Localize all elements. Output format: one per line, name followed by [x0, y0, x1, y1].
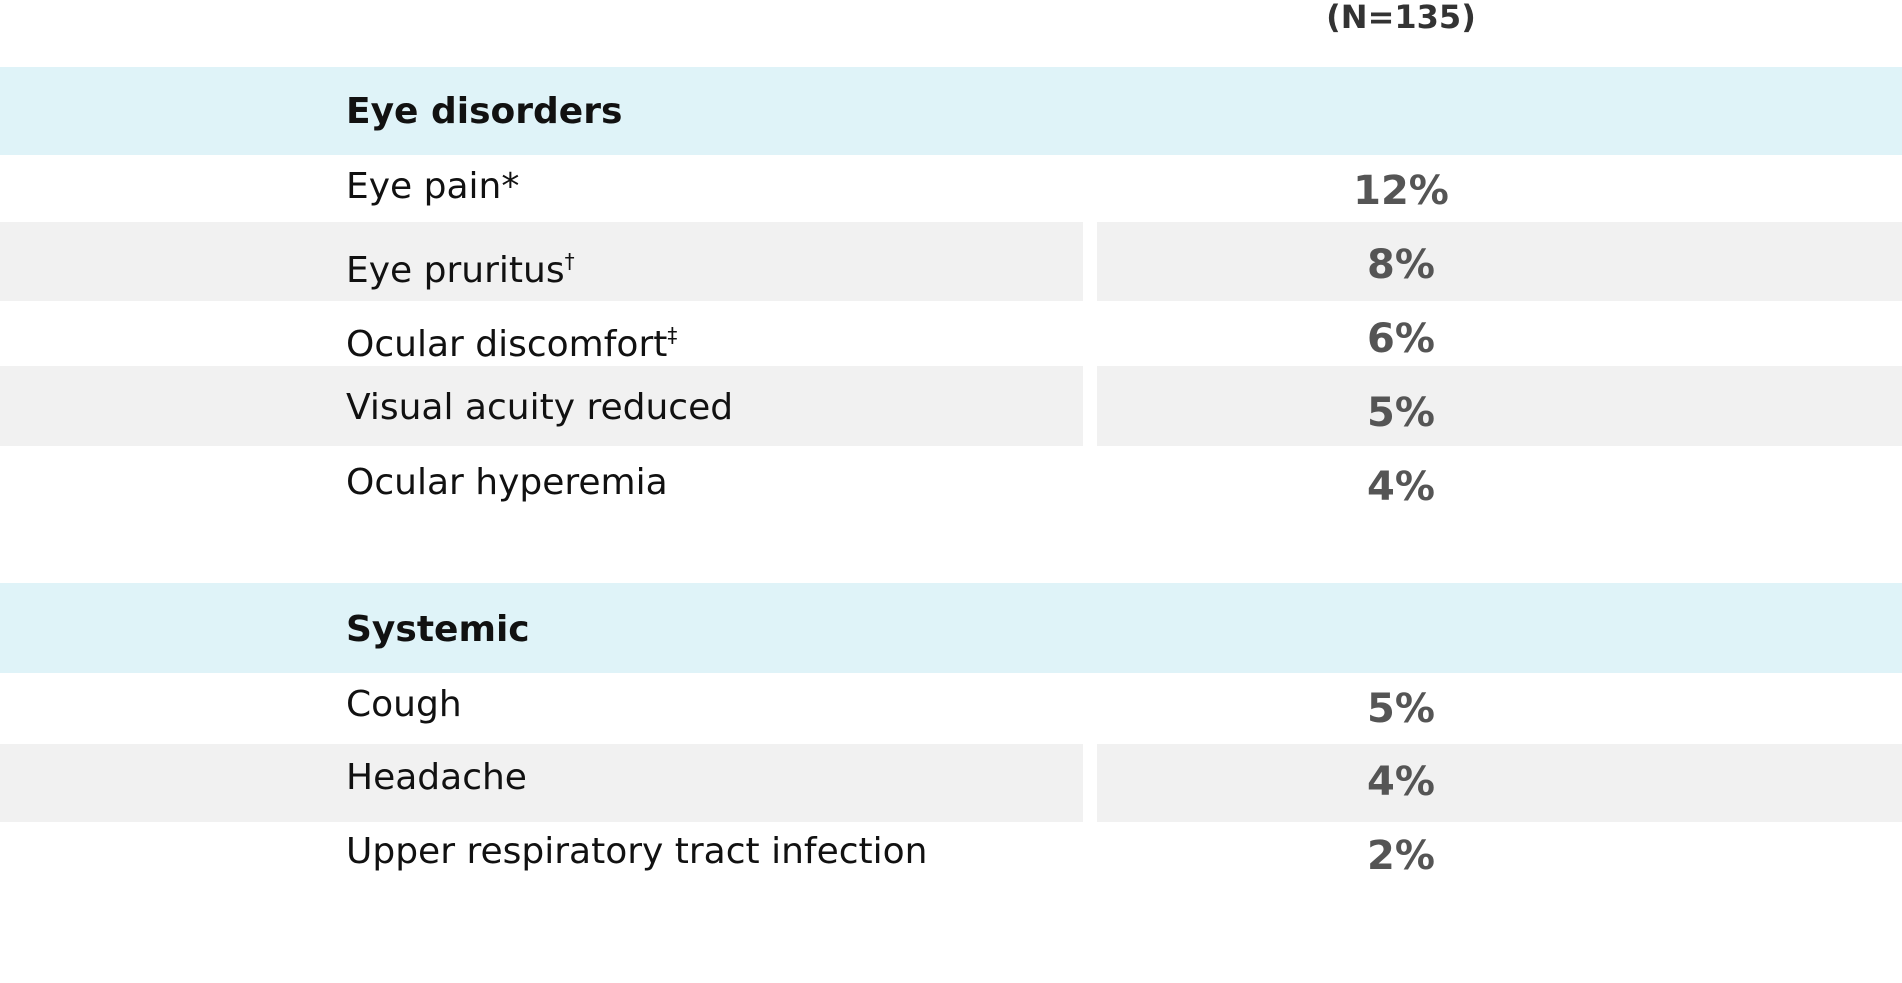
- row-shade: [0, 744, 1083, 822]
- section-band: [0, 67, 1902, 155]
- row-label: Visual acuity reduced: [346, 387, 734, 428]
- section-band: [0, 583, 1902, 673]
- row-value: 6%: [1367, 316, 1435, 362]
- row-shade: [1097, 744, 1902, 822]
- label-text: Eye pain: [346, 166, 502, 207]
- row-value: 4%: [1367, 759, 1435, 805]
- row-shade: [0, 366, 1083, 446]
- section-title: Eye disorders: [346, 91, 623, 132]
- row-value: 5%: [1367, 686, 1435, 732]
- row-label: Ocular hyperemia: [346, 462, 668, 503]
- row-shade: [1097, 366, 1902, 446]
- row-label: Ocular discomfort‡: [346, 313, 677, 367]
- row-value: 12%: [1353, 168, 1449, 214]
- n-header: (N=135): [1326, 0, 1476, 36]
- section-title: Systemic: [346, 609, 530, 650]
- row-shade: [0, 222, 1083, 301]
- row-value: 8%: [1367, 242, 1435, 288]
- row-label: Eye pain*: [346, 165, 519, 209]
- row-label: Upper respiratory tract infection: [346, 831, 928, 872]
- row-shade: [1097, 222, 1902, 301]
- row-label: Headache: [346, 757, 527, 798]
- row-value: 2%: [1367, 833, 1435, 879]
- row-label: Eye pruritus†: [346, 239, 575, 293]
- label-text: Ocular discomfort: [346, 324, 668, 365]
- row-value: 4%: [1367, 464, 1435, 510]
- row-value: 5%: [1367, 390, 1435, 436]
- row-label: Cough: [346, 684, 462, 725]
- footnote-mark: †: [564, 249, 575, 273]
- footnote-mark: ‡: [667, 323, 678, 347]
- label-text: Eye pruritus: [346, 250, 565, 291]
- footnote-mark: *: [501, 166, 520, 207]
